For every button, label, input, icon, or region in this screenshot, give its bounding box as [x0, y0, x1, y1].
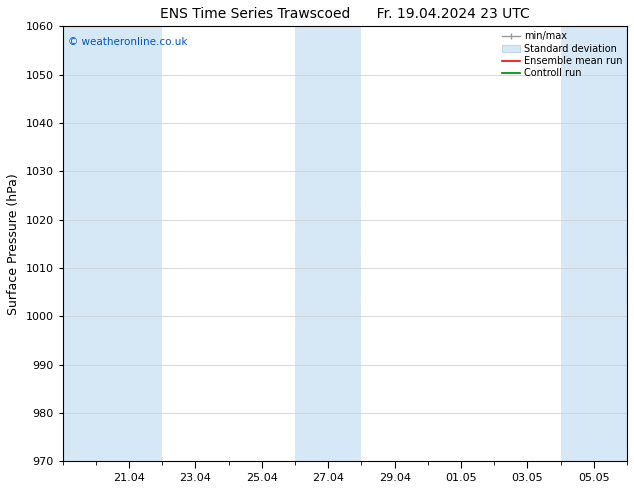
Y-axis label: Surface Pressure (hPa): Surface Pressure (hPa) — [7, 173, 20, 315]
Title: ENS Time Series Trawscoed      Fr. 19.04.2024 23 UTC: ENS Time Series Trawscoed Fr. 19.04.2024… — [160, 7, 530, 21]
Bar — [560, 26, 627, 461]
Bar — [63, 26, 162, 461]
Legend: min/max, Standard deviation, Ensemble mean run, Controll run: min/max, Standard deviation, Ensemble me… — [500, 29, 624, 80]
Text: © weatheronline.co.uk: © weatheronline.co.uk — [68, 37, 188, 47]
Bar — [295, 26, 361, 461]
